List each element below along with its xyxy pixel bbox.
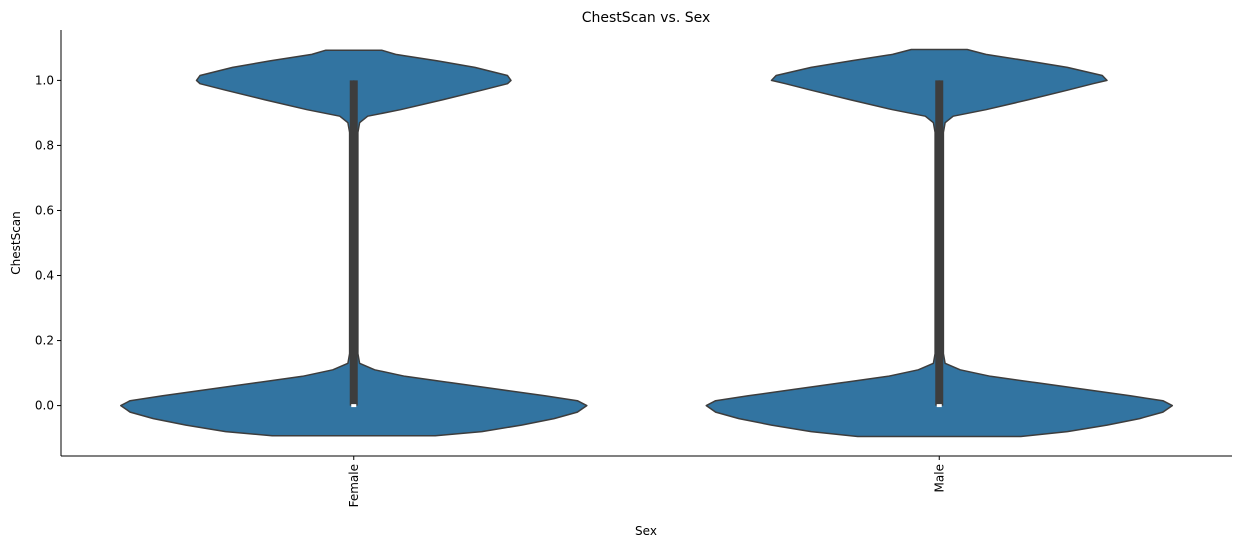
violin-median bbox=[936, 404, 942, 408]
violin-box bbox=[349, 80, 358, 406]
y-tick-label: 1.0 bbox=[35, 73, 54, 87]
x-axis-label: Sex bbox=[635, 524, 657, 538]
y-tick-label: 0.2 bbox=[35, 334, 54, 348]
violin-box bbox=[935, 80, 944, 406]
violin-layer bbox=[120, 48, 1174, 438]
y-tick-label: 0.0 bbox=[35, 399, 54, 413]
y-axis-label: ChestScan bbox=[9, 211, 23, 275]
x-tick-label: Male bbox=[932, 464, 946, 492]
box-layer bbox=[349, 80, 944, 408]
chart-title: ChestScan vs. Sex bbox=[582, 10, 711, 26]
x-ticks: Female Male bbox=[347, 456, 946, 507]
y-tick-label: 0.4 bbox=[35, 269, 54, 283]
y-ticks: 0.0 0.2 0.4 0.6 0.8 1.0 bbox=[35, 73, 61, 413]
y-tick-label: 0.6 bbox=[35, 203, 54, 217]
violin-median bbox=[351, 404, 357, 408]
x-tick-label: Female bbox=[347, 464, 361, 507]
y-tick-label: 0.8 bbox=[35, 138, 54, 152]
